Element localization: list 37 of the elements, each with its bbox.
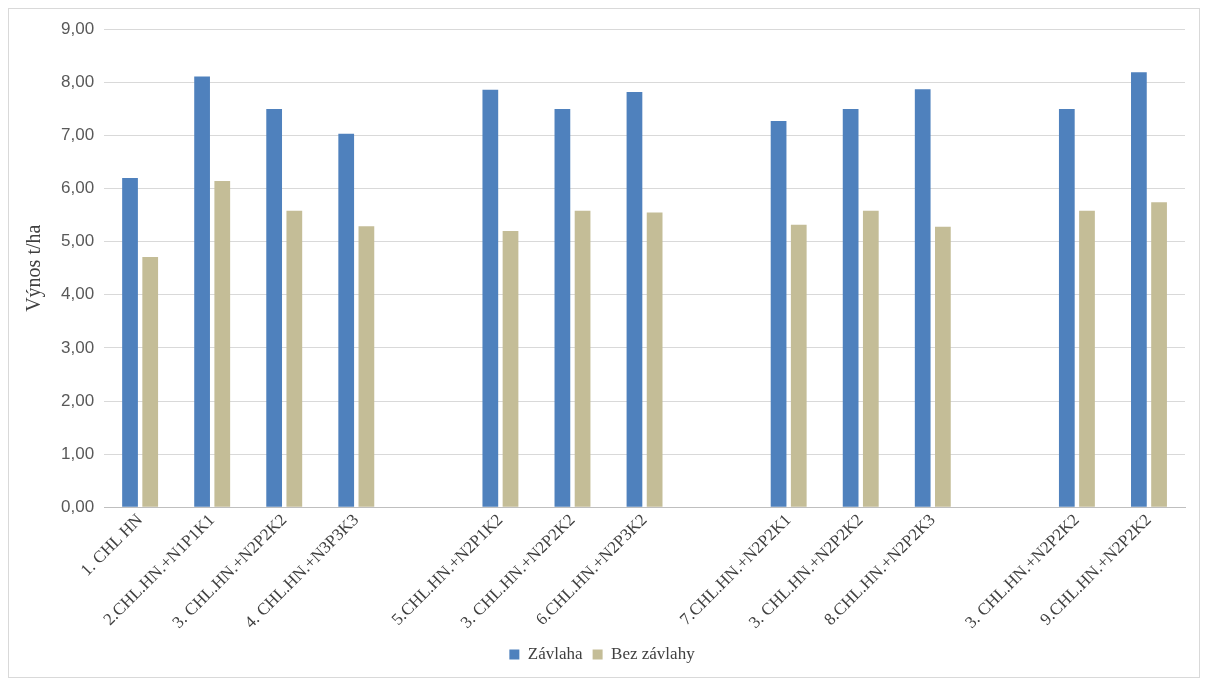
bar <box>1058 108 1075 507</box>
bar <box>502 231 519 507</box>
y-tick-label: 1,00 <box>60 443 95 463</box>
bar <box>770 121 787 507</box>
bar <box>935 226 951 507</box>
legend-label: Bez závlahy <box>611 643 696 663</box>
y-tick-label: 3,00 <box>60 337 95 357</box>
y-axis-title: Výnos t/ha <box>22 224 46 312</box>
bar <box>286 210 303 507</box>
y-tick-label: 6,00 <box>60 178 95 198</box>
y-tick-label: 0,00 <box>60 496 95 516</box>
bar <box>1151 202 1167 507</box>
bar <box>914 89 931 507</box>
bar <box>646 212 663 507</box>
bar <box>626 91 643 507</box>
y-tick-label: 5,00 <box>60 231 95 251</box>
bar <box>790 224 807 507</box>
bar <box>1079 210 1095 507</box>
bar <box>554 108 571 507</box>
y-tick-label: 4,00 <box>60 284 95 304</box>
bar <box>482 89 499 507</box>
bar <box>266 108 283 507</box>
legend-label: Závlaha <box>527 643 584 663</box>
bar <box>574 210 591 507</box>
bar <box>1131 72 1147 507</box>
bar <box>862 210 879 507</box>
bar <box>194 76 210 507</box>
bar <box>338 133 355 507</box>
y-tick-label: 9,00 <box>60 18 95 38</box>
y-tick-label: 2,00 <box>60 390 95 410</box>
y-tick-label: 8,00 <box>60 72 95 92</box>
bar <box>214 181 231 507</box>
y-tick-label: 7,00 <box>60 125 95 145</box>
bar <box>842 108 859 507</box>
bar <box>122 177 138 507</box>
bar <box>358 226 375 507</box>
bar <box>142 257 159 507</box>
